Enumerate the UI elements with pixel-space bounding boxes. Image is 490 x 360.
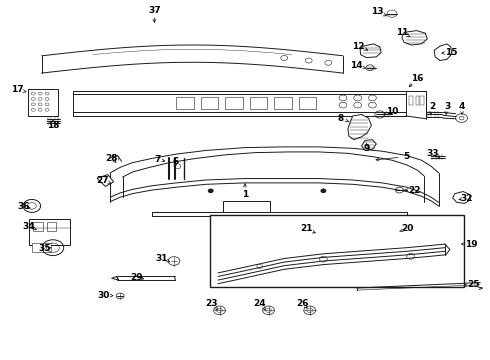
Bar	[201, 97, 218, 109]
Text: 33: 33	[426, 149, 439, 158]
Text: 22: 22	[408, 186, 420, 194]
Polygon shape	[402, 31, 427, 45]
Text: 5: 5	[404, 152, 410, 161]
Bar	[274, 97, 292, 109]
Polygon shape	[362, 140, 376, 150]
Bar	[32, 243, 51, 252]
Polygon shape	[360, 44, 381, 58]
Text: 29: 29	[130, 273, 143, 282]
Bar	[28, 89, 58, 116]
Text: 24: 24	[253, 299, 266, 308]
Polygon shape	[348, 114, 371, 140]
Text: 32: 32	[460, 194, 473, 202]
Text: 14: 14	[350, 61, 363, 71]
Polygon shape	[434, 44, 452, 60]
Text: 27: 27	[97, 176, 109, 185]
Text: 3: 3	[444, 102, 450, 111]
Text: 10: 10	[386, 107, 398, 116]
Text: 37: 37	[148, 6, 161, 15]
Text: 1: 1	[242, 190, 248, 199]
Text: 18: 18	[47, 121, 59, 130]
Bar	[223, 201, 270, 212]
Bar	[210, 215, 464, 287]
Text: 4: 4	[459, 102, 466, 111]
Text: 23: 23	[205, 299, 218, 308]
Polygon shape	[97, 175, 114, 186]
Bar	[409, 96, 413, 105]
Text: 2: 2	[430, 102, 436, 111]
Polygon shape	[453, 192, 470, 203]
Text: 11: 11	[395, 28, 408, 37]
Text: 21: 21	[300, 224, 313, 233]
Text: 28: 28	[105, 154, 118, 163]
Text: 8: 8	[338, 114, 343, 123]
Text: 7: 7	[154, 155, 161, 164]
Bar	[47, 222, 56, 231]
Text: 31: 31	[155, 254, 168, 263]
Text: 19: 19	[465, 240, 478, 248]
Text: 34: 34	[22, 222, 35, 231]
Bar	[73, 91, 406, 116]
Text: 13: 13	[371, 7, 384, 16]
Text: 36: 36	[17, 202, 30, 211]
Bar	[176, 97, 194, 109]
Text: 9: 9	[363, 144, 370, 153]
Circle shape	[321, 189, 326, 193]
Bar	[299, 97, 316, 109]
Bar	[225, 97, 243, 109]
Text: 17: 17	[11, 85, 24, 94]
Text: 6: 6	[172, 157, 178, 166]
Text: 15: 15	[445, 48, 458, 57]
Text: 35: 35	[39, 244, 51, 253]
Bar	[33, 222, 43, 231]
Text: 16: 16	[411, 74, 424, 83]
Text: 12: 12	[352, 41, 365, 50]
Text: 26: 26	[296, 299, 309, 308]
Bar	[29, 219, 70, 245]
Bar	[416, 96, 419, 105]
Text: 20: 20	[401, 224, 414, 233]
Bar	[250, 97, 267, 109]
Text: 25: 25	[467, 280, 480, 289]
Circle shape	[208, 189, 213, 193]
Text: 30: 30	[98, 291, 110, 300]
Bar	[420, 96, 424, 105]
